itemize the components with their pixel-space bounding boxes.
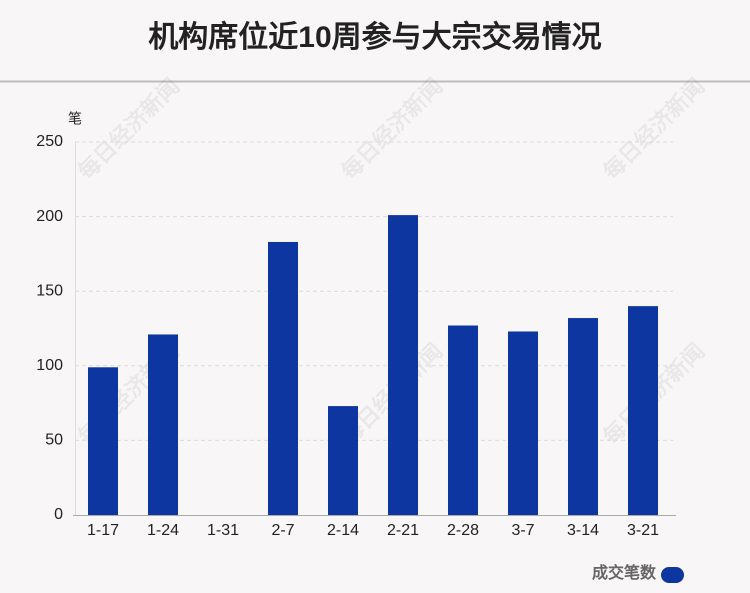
- x-tick-label: 2-28: [447, 522, 479, 539]
- bar: [88, 367, 118, 515]
- x-tick-label: 3-21: [627, 522, 659, 539]
- bar: [328, 406, 358, 515]
- x-tick-label: 2-21: [387, 522, 419, 539]
- y-tick-label: 150: [36, 282, 63, 299]
- bar: [448, 325, 478, 515]
- x-tick-label: 1-17: [87, 522, 119, 539]
- x-tick-label: 3-7: [511, 522, 534, 539]
- x-tick-label: 2-7: [271, 522, 294, 539]
- bar: [568, 318, 598, 515]
- bar: [148, 334, 178, 515]
- bar: [508, 331, 538, 515]
- bar: [388, 215, 418, 515]
- y-tick-label: 50: [45, 432, 63, 449]
- legend-swatch: [661, 567, 684, 583]
- chart-title: 机构席位近10周参与大宗交易情况: [148, 20, 601, 54]
- bar: [268, 241, 298, 516]
- y-tick-label: 100: [36, 357, 63, 374]
- x-tick-label: 1-24: [147, 522, 179, 539]
- bar: [628, 306, 658, 515]
- y-tick-label: 200: [36, 208, 63, 225]
- x-tick-label: 2-14: [327, 522, 359, 539]
- y-tick-label: 0: [54, 506, 63, 523]
- x-tick-label: 3-14: [567, 522, 599, 539]
- y-tick-label: 250: [36, 133, 63, 150]
- legend-label: 成交笔数: [592, 563, 657, 582]
- x-tick-label: 1-31: [207, 522, 239, 539]
- y-axis-label: 笔: [68, 111, 82, 127]
